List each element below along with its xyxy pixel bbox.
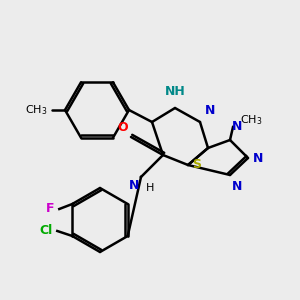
Text: N: N [232,180,242,193]
Text: CH$_3$: CH$_3$ [25,103,47,117]
Text: N: N [253,152,263,164]
Text: N: N [205,104,215,117]
Text: S: S [192,158,201,172]
Text: NH: NH [165,85,185,98]
Text: O: O [117,121,128,134]
Text: F: F [46,202,54,215]
Text: H: H [146,183,154,193]
Text: N: N [129,179,139,192]
Text: N: N [232,120,242,133]
Text: Cl: Cl [39,224,52,238]
Text: CH$_3$: CH$_3$ [240,113,262,127]
